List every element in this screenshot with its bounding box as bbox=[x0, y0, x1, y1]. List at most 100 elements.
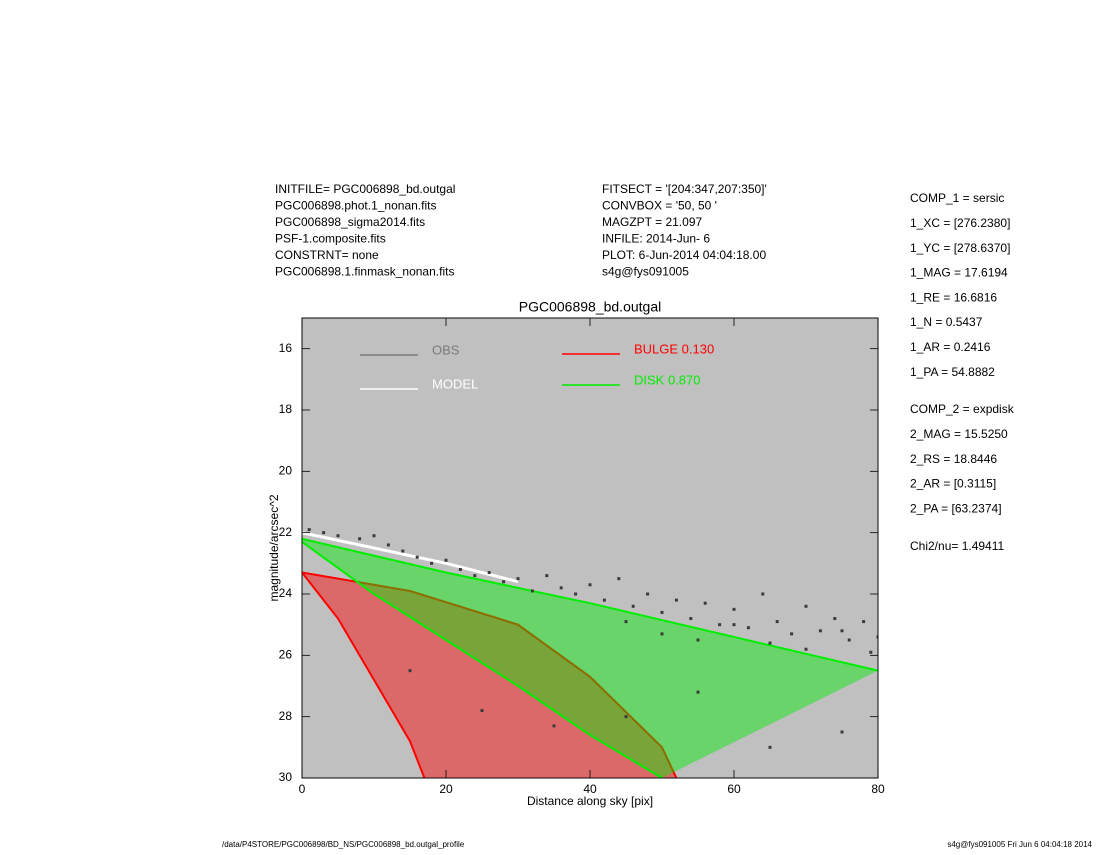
header-left-line: PGC006898.phot.1_nonan.fits bbox=[275, 199, 436, 213]
obs-point bbox=[322, 531, 326, 535]
x-tick-label: 60 bbox=[727, 782, 741, 796]
band-upper bbox=[302, 571, 678, 778]
obs-point bbox=[674, 598, 678, 602]
obs-point bbox=[847, 638, 851, 642]
header-left-line: CONSTRNT= none bbox=[275, 248, 379, 262]
x-tick-label: 0 bbox=[299, 782, 306, 796]
y-tick-label: 20 bbox=[279, 464, 293, 478]
obs-point bbox=[696, 638, 700, 642]
obs-point bbox=[516, 577, 520, 581]
header-middle-line: s4g@fys091005 bbox=[602, 265, 689, 279]
y-tick-label: 18 bbox=[279, 402, 293, 416]
obs-point bbox=[552, 724, 556, 728]
obs-point bbox=[480, 709, 484, 713]
y-tick-label: 22 bbox=[279, 525, 293, 539]
obs-point bbox=[386, 543, 390, 547]
param-line: 1_MAG = 17.6194 bbox=[910, 266, 1008, 280]
y-tick-label: 26 bbox=[279, 648, 293, 662]
obs-point bbox=[617, 577, 621, 581]
obs-point bbox=[336, 534, 340, 538]
y-tick-label: 16 bbox=[279, 341, 293, 355]
obs-point bbox=[444, 558, 448, 562]
x-tick-label: 20 bbox=[439, 782, 453, 796]
param-line: 1_PA = 54.8882 bbox=[910, 365, 995, 379]
header-left-line: PSF-1.composite.fits bbox=[275, 232, 386, 246]
obs-point bbox=[646, 592, 650, 596]
obs-point bbox=[574, 592, 578, 596]
obs-point bbox=[732, 623, 736, 627]
param-line: 1_YC = [278.6370] bbox=[910, 241, 1010, 255]
obs-point bbox=[487, 571, 491, 575]
obs-point bbox=[689, 617, 693, 621]
obs-point bbox=[660, 610, 664, 614]
param-line: 1_AR = 0.2416 bbox=[910, 340, 991, 354]
obs-point bbox=[768, 641, 772, 645]
chi2-line: Chi2/nu= 1.49411 bbox=[910, 539, 1005, 553]
x-axis-label: Distance along sky [pix] bbox=[527, 794, 653, 808]
obs-point bbox=[545, 574, 549, 578]
band-fill bbox=[302, 538, 878, 778]
obs-point bbox=[307, 528, 311, 532]
obs-point bbox=[358, 537, 362, 541]
param-line: 1_RE = 16.6816 bbox=[910, 290, 997, 304]
header-middle-line: PLOT: 6-Jun-2014 04:04:18.00 bbox=[602, 248, 766, 262]
param-line: 1_XC = [276.2380] bbox=[910, 216, 1010, 230]
obs-point bbox=[502, 580, 506, 584]
obs-point bbox=[876, 635, 878, 639]
obs-point bbox=[458, 567, 462, 571]
param-line: 2_MAG = 15.5250 bbox=[910, 427, 1008, 441]
header-left-line: INITFILE= PGC006898_bd.outgal bbox=[275, 182, 455, 196]
obs-point bbox=[559, 586, 563, 590]
obs-point bbox=[631, 604, 635, 608]
obs-point bbox=[624, 620, 628, 624]
footer-stamp: s4g@fys091005 Fri Jun 6 04:04:18 2014 bbox=[947, 840, 1092, 849]
y-axis-label: magnitude/arcsec^2 bbox=[267, 494, 281, 601]
y-tick-label: 30 bbox=[279, 770, 293, 784]
param-line: 1_N = 0.5437 bbox=[910, 315, 983, 329]
obs-point bbox=[408, 669, 412, 673]
obs-point bbox=[761, 592, 765, 596]
header-middle-line: CONVBOX = '50, 50 ' bbox=[602, 199, 717, 213]
header-middle-line: INFILE: 2014-Jun- 6 bbox=[602, 232, 710, 246]
obs-point bbox=[768, 745, 772, 749]
obs-point bbox=[790, 632, 794, 636]
obs-point bbox=[660, 632, 664, 636]
footer-path: /data/P4STORE/PGC006898/BD_NS/PGC006898_… bbox=[222, 840, 465, 849]
band-lower bbox=[302, 571, 426, 778]
legend-label: OBS bbox=[432, 342, 460, 357]
obs-point bbox=[862, 620, 866, 624]
obs-point bbox=[869, 650, 873, 654]
param-line: COMP_1 = sersic bbox=[910, 191, 1004, 205]
param-line: COMP_2 = expdisk bbox=[910, 402, 1015, 416]
obs-point bbox=[804, 647, 808, 651]
obs-point bbox=[372, 534, 376, 538]
obs-point bbox=[833, 617, 837, 621]
header-left-line: PGC006898_sigma2014.fits bbox=[275, 215, 425, 229]
legend-label: BULGE 0.130 bbox=[634, 341, 714, 356]
param-line: 2_PA = [63.2374] bbox=[910, 501, 1002, 515]
obs-point bbox=[588, 583, 592, 587]
y-tick-label: 24 bbox=[279, 586, 293, 600]
obs-point bbox=[530, 589, 534, 593]
obs-point bbox=[696, 690, 700, 694]
plot-area bbox=[301, 317, 879, 779]
band-lower bbox=[302, 541, 663, 778]
obs-point bbox=[818, 629, 822, 633]
x-tick-label: 40 bbox=[583, 782, 597, 796]
obs-point bbox=[624, 715, 628, 719]
legend-label: DISK 0.870 bbox=[634, 372, 701, 387]
band-upper bbox=[302, 537, 878, 672]
obs-point bbox=[775, 620, 779, 624]
band-fill bbox=[302, 572, 677, 778]
obs-point bbox=[473, 574, 477, 578]
obs-point bbox=[840, 629, 844, 633]
x-tick-label: 80 bbox=[871, 782, 885, 796]
chart-title: PGC006898_bd.outgal bbox=[519, 299, 661, 315]
obs-point bbox=[718, 623, 722, 627]
y-tick-label: 28 bbox=[279, 709, 293, 723]
param-line: 2_AR = [0.3115] bbox=[910, 477, 996, 491]
obs-point bbox=[746, 626, 750, 630]
legend-label: MODEL bbox=[432, 376, 478, 391]
